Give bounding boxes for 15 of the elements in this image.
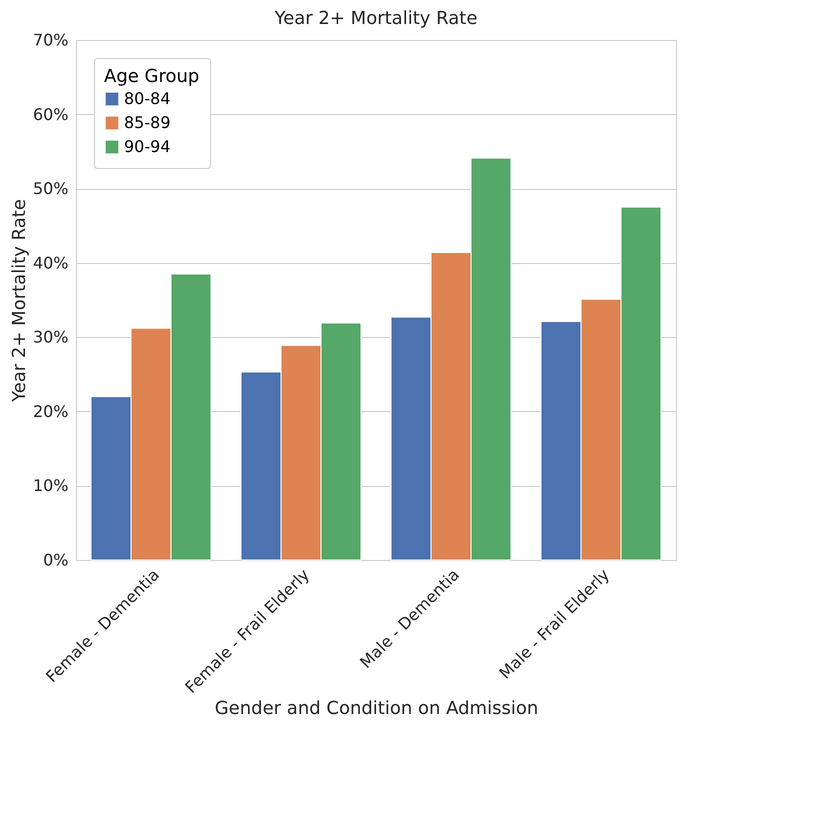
legend-label: 90-94 <box>124 137 170 156</box>
y-tick-label: 10% <box>32 476 68 496</box>
legend-label: 85-89 <box>124 113 170 132</box>
y-tick-label: 30% <box>32 328 68 347</box>
y-tick-label: 70% <box>32 30 68 50</box>
chart-title: Year 2+ Mortality Rate <box>274 8 478 29</box>
legend-title: Age Group <box>104 66 200 87</box>
y-tick-label: 60% <box>32 104 68 124</box>
y-tick-label: 40% <box>32 253 68 272</box>
y-axis-title: Year 2+ Mortality Rate <box>8 199 30 403</box>
y-tick-label: 50% <box>32 179 68 198</box>
y-tick-label: 0% <box>43 550 68 570</box>
legend-label: 80-84 <box>124 89 170 108</box>
x-axis-title: Gender and Condition on Admission <box>214 698 538 720</box>
y-tick-label: 20% <box>32 402 68 421</box>
